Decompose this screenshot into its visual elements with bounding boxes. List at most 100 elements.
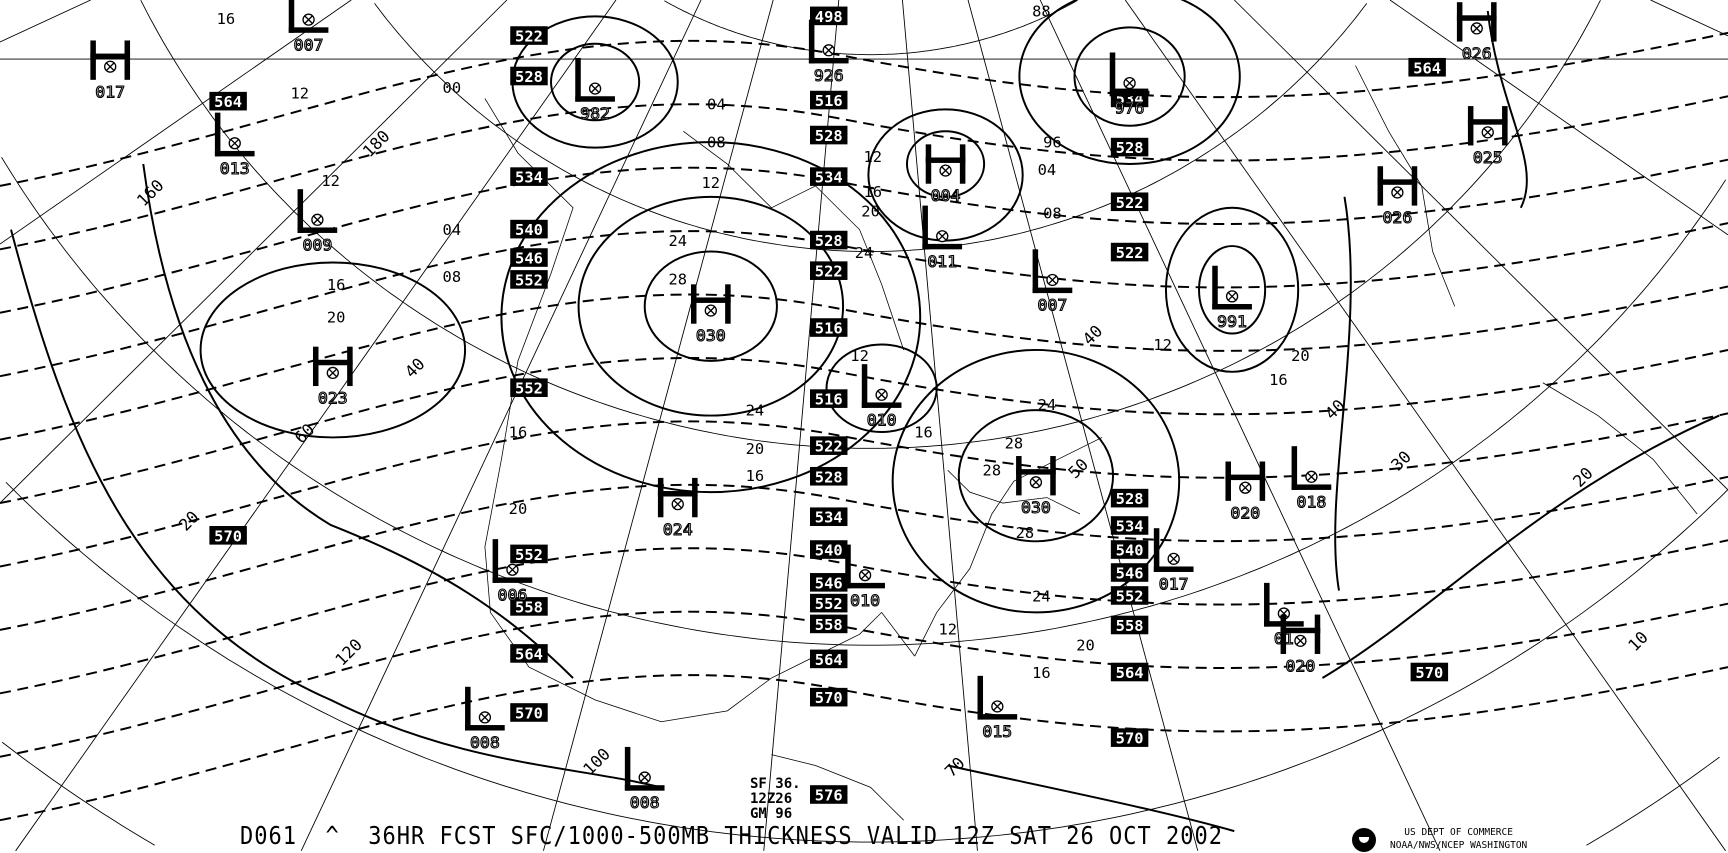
- thickness-value: 534: [515, 169, 543, 187]
- isobar-label: 16: [1032, 664, 1051, 682]
- isobar-label: 20: [861, 203, 880, 221]
- map-title: 36HR FCST SFC/1000-500MB THICKNESS VALID…: [368, 822, 1223, 851]
- thickness-label: 522: [810, 261, 848, 281]
- thickness-line: [0, 348, 1728, 505]
- thickness-label: 564: [810, 649, 848, 669]
- isobar: [905, 130, 986, 198]
- pressure-value: 004: [931, 186, 961, 205]
- isobar: [1164, 206, 1300, 373]
- isobar-contours: [10, 0, 1720, 833]
- coastline: [1355, 65, 1456, 307]
- graticule-label: 30: [1387, 447, 1415, 474]
- agency-line-2: NOAA/NWS/NCEP WASHINGTON: [1390, 840, 1528, 851]
- thickness-value: 522: [815, 438, 843, 456]
- isobar: [1018, 0, 1241, 165]
- thickness-line: [0, 602, 1728, 758]
- thickness-label: 570: [810, 687, 848, 707]
- thickness-label: 570: [1110, 728, 1149, 748]
- center-marker-icon: [1239, 481, 1252, 494]
- center-marker-icon: [1046, 273, 1059, 287]
- thickness-value: 576: [815, 787, 843, 805]
- meridian-line: [0, 0, 352, 245]
- agency-line-1: US DEPT OF COMMERCE: [1404, 827, 1513, 838]
- isobar: [643, 250, 778, 362]
- thickness-value: 528: [815, 127, 843, 145]
- pressure-value: 007: [294, 35, 324, 54]
- pressure-value: 991: [1217, 312, 1247, 331]
- pressure-value: 010: [867, 410, 897, 429]
- thickness-label: 534: [810, 167, 848, 187]
- isobar-label: 16: [509, 423, 528, 441]
- isobar-label: 24: [746, 402, 765, 420]
- thickness-line: [0, 285, 1728, 441]
- thickness-label: 552: [810, 593, 848, 613]
- center-marker-icon: [875, 388, 888, 401]
- center-marker-icon: [104, 60, 117, 73]
- low-pressure-center: 007: [1032, 249, 1073, 315]
- thickness-value: 534: [1116, 518, 1144, 536]
- pressure-value: 010: [850, 591, 880, 610]
- meridian-line: [1039, 0, 1441, 851]
- graticule-label: 160: [133, 176, 168, 210]
- thickness-label: 564: [1110, 662, 1149, 682]
- thickness-label: 534: [1110, 516, 1149, 536]
- thickness-value: 546: [815, 574, 843, 592]
- isobar-labels: 1612040008121620242824201612080488960408…: [217, 2, 1310, 682]
- center-marker-icon: [939, 164, 952, 177]
- thickness-label: 546: [510, 248, 548, 268]
- pressure-value: 006: [498, 585, 528, 604]
- meridian-line: [901, 0, 978, 851]
- thickness-label: 546: [1110, 563, 1149, 582]
- pressure-value: 023: [318, 389, 348, 408]
- low-pressure-center: 926: [808, 19, 849, 85]
- pressure-value: 013: [220, 159, 250, 178]
- thickness-label: 516: [810, 318, 848, 338]
- thickness-value: 564: [1413, 59, 1441, 77]
- isobar: [199, 261, 467, 439]
- isobar-label: 24: [668, 232, 687, 250]
- low-pressure-center: 008: [465, 686, 505, 753]
- thickness-label: 558: [1110, 615, 1149, 635]
- thickness-label: 516: [810, 90, 848, 110]
- thickness-value: 564: [214, 93, 242, 111]
- isobar-label: 20: [1076, 637, 1095, 655]
- inset-line-3: GM 96: [750, 806, 793, 822]
- thickness-label: 534: [810, 507, 848, 527]
- thickness-label: 540: [1110, 540, 1149, 560]
- high-pressure-center: 017: [90, 40, 131, 102]
- isobar-label: 04: [707, 95, 726, 113]
- isobar-label: 16: [1269, 371, 1288, 389]
- thickness-value: 558: [815, 616, 843, 634]
- thickness-label: 540: [510, 219, 548, 239]
- thickness-label: 546: [810, 573, 848, 592]
- isobar: [1073, 26, 1186, 127]
- meridian-line: [0, 0, 91, 43]
- high-pressure-center: 024: [657, 477, 698, 539]
- thickness-label: 564: [510, 644, 548, 663]
- latitude-circle: [5, 481, 1728, 843]
- thickness-label: 528: [1110, 137, 1149, 157]
- thickness-label: 552: [1110, 586, 1149, 605]
- thickness-value: 570: [815, 689, 843, 707]
- thickness-value: 564: [1116, 664, 1144, 682]
- thickness-value: 540: [815, 542, 843, 560]
- center-marker-icon: [311, 213, 324, 226]
- graticule-label: 20: [1569, 464, 1597, 491]
- pressure-value: 011: [927, 252, 957, 271]
- thickness-label: 552: [510, 378, 548, 398]
- isobar-label: 00: [443, 79, 462, 97]
- thickness-label: 522: [810, 436, 848, 456]
- isobar: [1486, 10, 1528, 209]
- latitude-circle: [1586, 756, 1720, 846]
- thickness-value: 564: [815, 651, 843, 669]
- thickness-label: 528: [810, 125, 848, 145]
- low-pressure-center: 976: [1109, 52, 1150, 118]
- pressure-value: 976: [1115, 99, 1145, 118]
- isobar-label: 12: [1153, 336, 1172, 354]
- isobar: [825, 343, 938, 433]
- isobar-label: 04: [443, 221, 462, 239]
- low-pressure-center: 015: [977, 675, 1018, 742]
- isobar-label: 16: [864, 183, 883, 201]
- isobar-label: 16: [217, 10, 236, 28]
- thickness-value: 570: [515, 705, 543, 723]
